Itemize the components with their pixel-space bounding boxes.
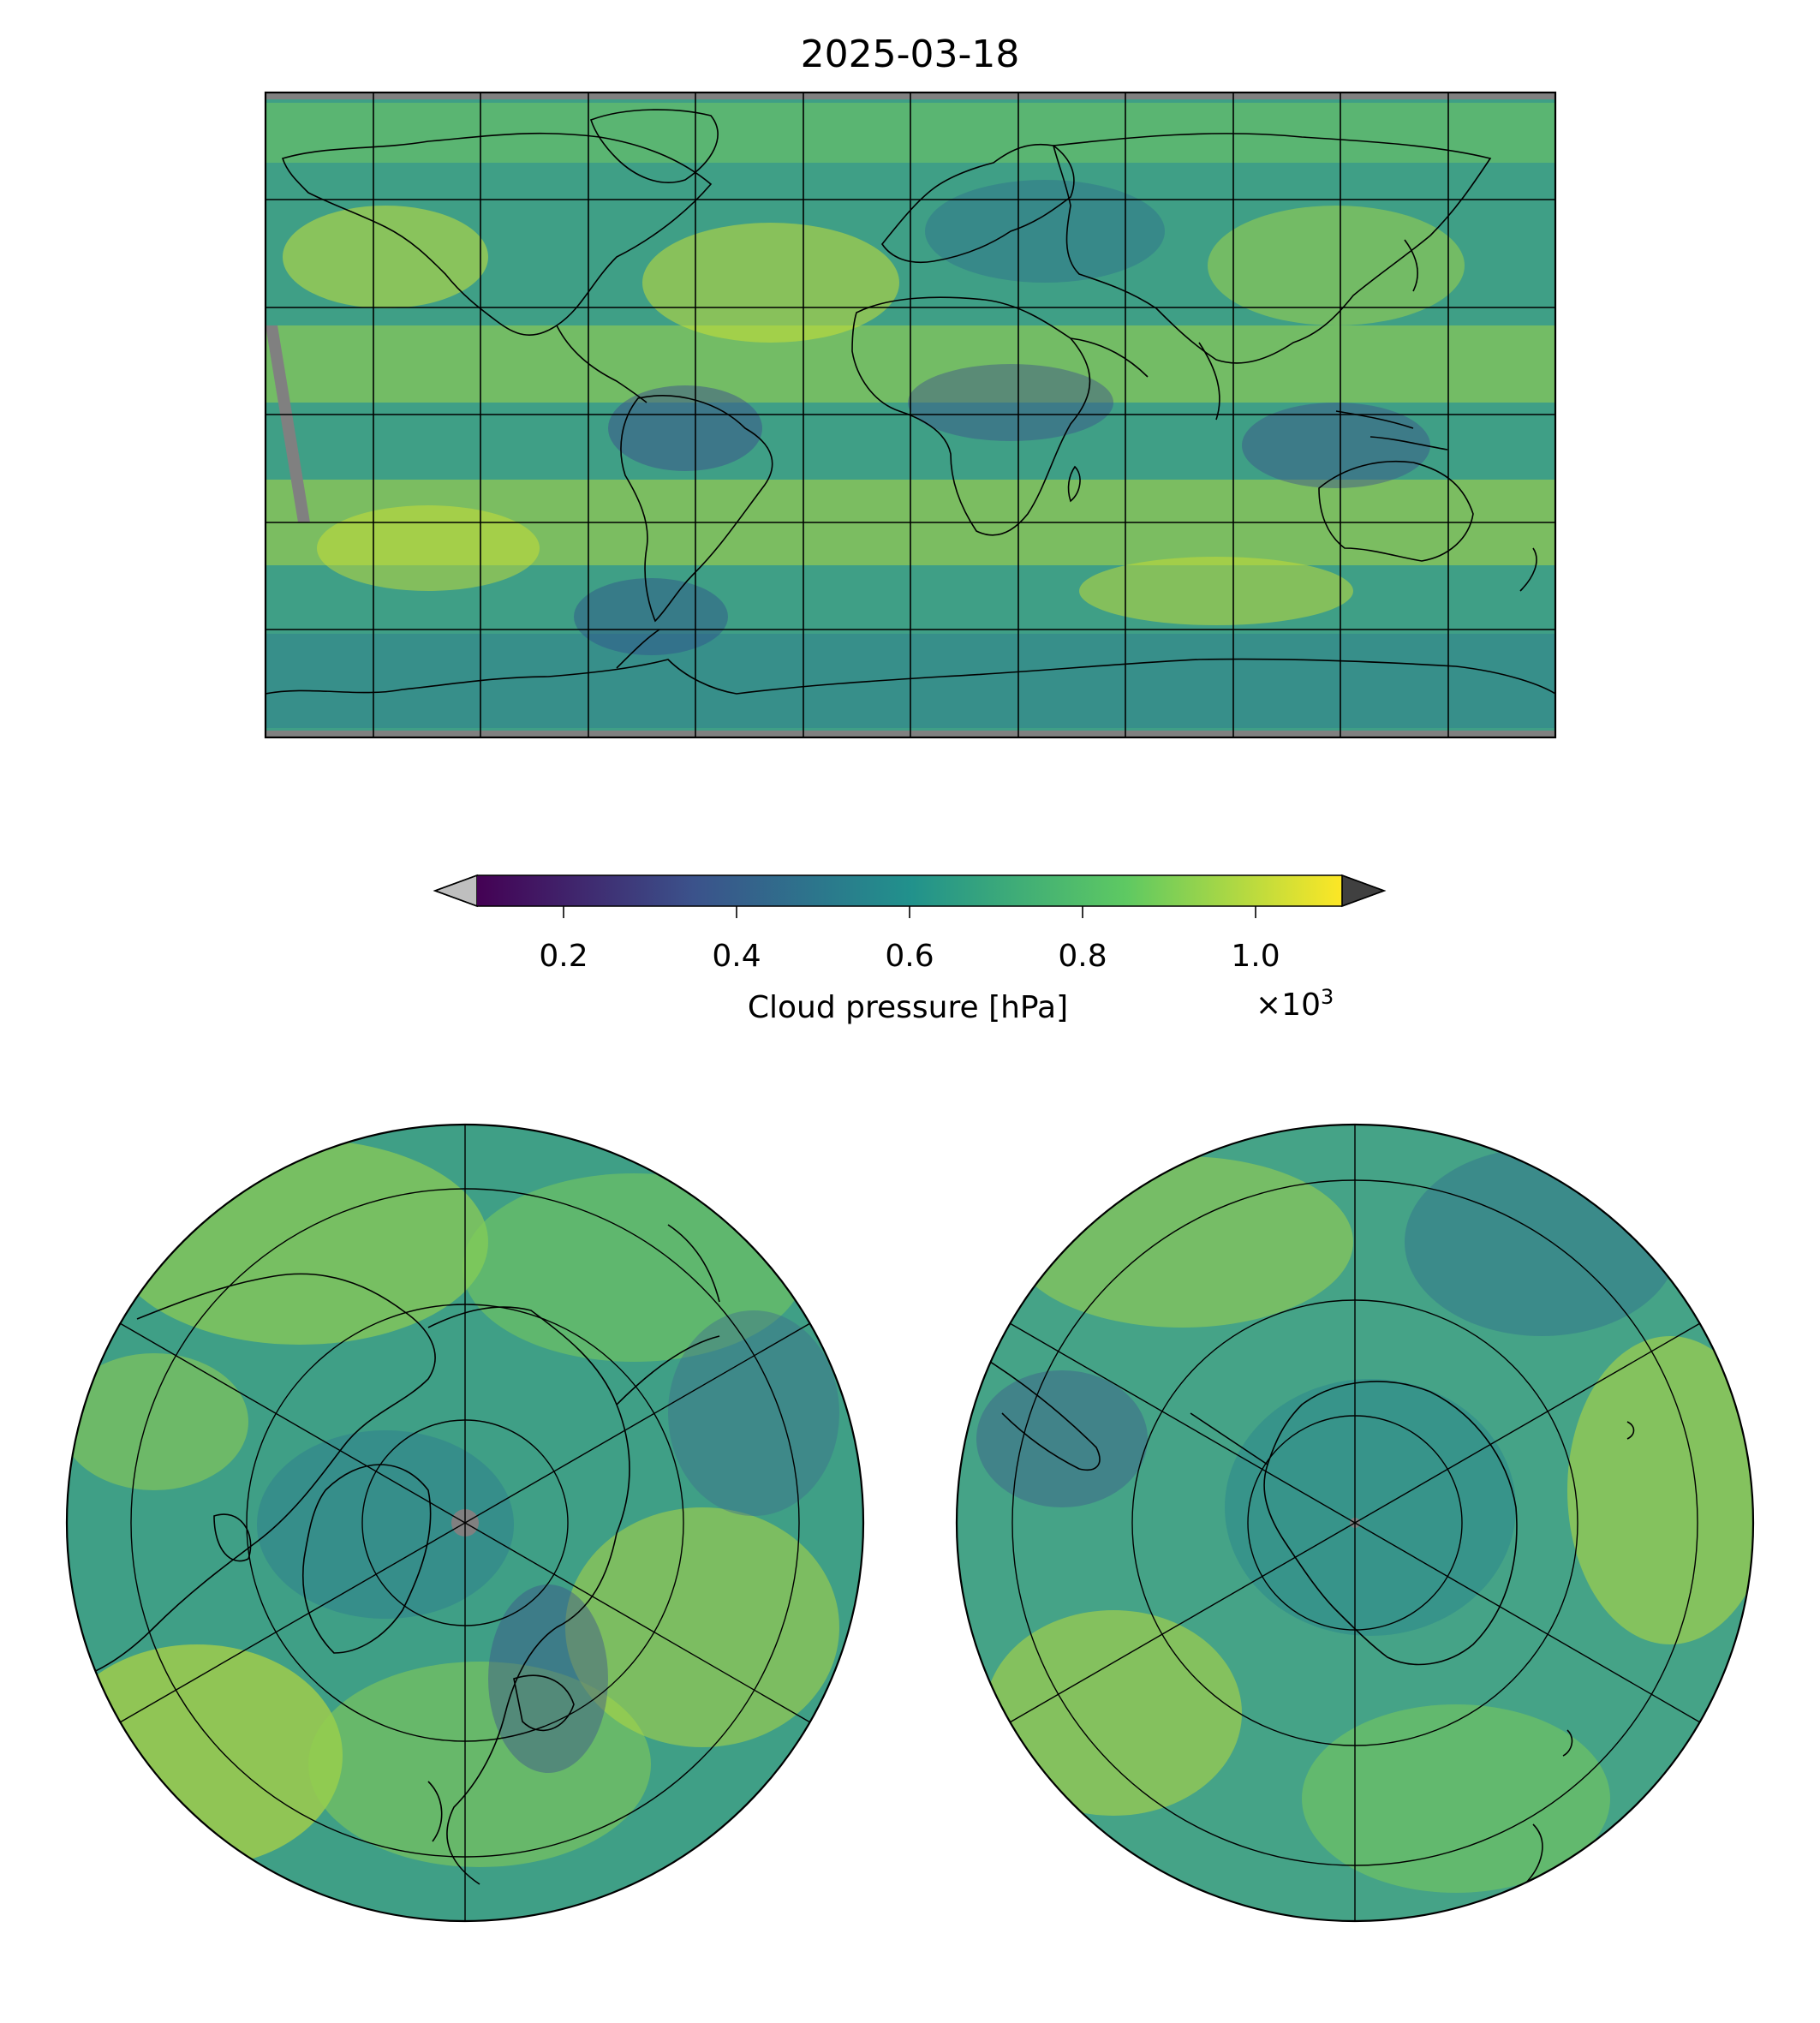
coastline-antarctica xyxy=(266,658,1555,695)
missing-data-swath xyxy=(266,325,310,522)
north-polar-map xyxy=(65,1123,865,1923)
coastline-south-america xyxy=(620,395,773,623)
colorbar-tick-label: 0.6 xyxy=(885,939,934,974)
coastline-north-america xyxy=(76,1273,436,1680)
colorbar-multiplier-exponent: 3 xyxy=(1320,985,1334,1009)
north-coastlines xyxy=(76,1224,720,1885)
coastline-europe xyxy=(881,143,1075,264)
north-polar-frame xyxy=(65,1123,865,1923)
coastline-greenland xyxy=(301,1464,432,1654)
colorbar xyxy=(433,874,1387,918)
south-polar-map xyxy=(955,1123,1755,1923)
coastline-south-america xyxy=(976,1352,1101,1471)
coastline-asia xyxy=(1053,133,1492,364)
colorbar-over-extension xyxy=(1341,874,1387,908)
colorbar-under-extension xyxy=(433,874,478,908)
north-graticule xyxy=(119,1125,811,1921)
figure-title: 2025-03-18 xyxy=(800,33,1020,76)
colorbar-multiplier: ×103 xyxy=(1256,985,1334,1023)
coastline-antarctica xyxy=(1263,1381,1518,1666)
coastline-africa xyxy=(851,296,1091,536)
colorbar-gradient xyxy=(477,875,1342,906)
south-coastlines xyxy=(976,1352,1635,1885)
colorbar-tick-label: 0.8 xyxy=(1058,939,1107,974)
coastline-australia xyxy=(1318,460,1474,562)
colorbar-outline xyxy=(433,874,1387,907)
south-graticule xyxy=(1009,1125,1701,1921)
global-map xyxy=(264,91,1557,739)
colorbar-tick-label: 0.4 xyxy=(712,939,761,974)
coastline-north-america xyxy=(281,132,713,336)
south-polar-frame xyxy=(955,1123,1755,1923)
colorbar-tick-label: 1.0 xyxy=(1231,939,1280,974)
colorbar-ticks xyxy=(563,906,1256,918)
colorbar-multiplier-base: ×10 xyxy=(1256,988,1321,1023)
global-gridlines xyxy=(266,92,1555,737)
colorbar-label: Cloud pressure [hPa] xyxy=(747,990,1069,1025)
colorbar-tick-label: 0.2 xyxy=(539,939,588,974)
global-map-frame xyxy=(264,91,1557,739)
